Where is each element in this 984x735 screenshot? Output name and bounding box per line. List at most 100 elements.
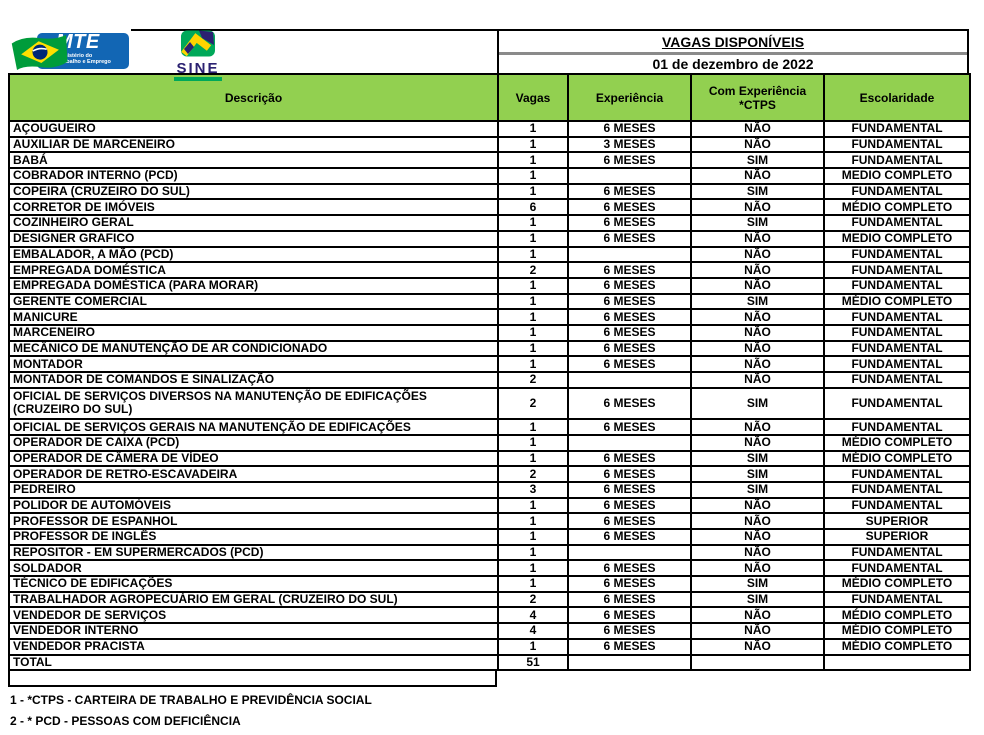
cell-esc: FUNDAMENTAL — [823, 559, 971, 578]
cell-esc: SUPERIOR — [823, 528, 971, 546]
cell-exp: 6 MESES — [567, 512, 692, 530]
cell-exp: 6 MESES — [567, 559, 692, 578]
cell-exp: 6 MESES — [567, 292, 692, 311]
cell-desc: COBRADOR INTERNO (PCD) — [8, 167, 499, 185]
cell-desc: OPERADOR DE CAIXA (PCD) — [8, 433, 499, 452]
table-row: MONTADOR 1 6 MESES NÃO FUNDAMENTAL — [8, 355, 971, 373]
cell-esc: FUNDAMENTAL — [823, 355, 971, 373]
cell-vagas: 2 — [497, 386, 569, 421]
cell-desc: GERENTE COMERCIAL — [8, 292, 499, 311]
mte-wordmark: MTE — [56, 31, 100, 53]
cell-esc: FUNDAMENTAL — [823, 590, 971, 609]
cell-exp: 6 MESES — [567, 575, 692, 593]
cell-ctps: NÃO — [690, 198, 825, 217]
cell-vagas: 1 — [497, 167, 569, 185]
column-header-vagas: Vagas — [497, 73, 569, 122]
cell-desc: MARCENEIRO — [8, 323, 499, 342]
cell-desc: EMBALADOR, A MÃO (PCD) — [8, 245, 499, 264]
cell-exp: 6 MESES — [567, 480, 692, 499]
cell-vagas: 6 — [497, 198, 569, 217]
table-row: EMBALADOR, A MÃO (PCD) 1 NÃO FUNDAMENTAL — [8, 245, 971, 264]
table-row: VENDEDOR INTERNO 4 6 MESES NÃO MÉDIO COMPLET… — [8, 622, 971, 640]
table-row: MECÂNICO DE MANUTENÇÃO DE AR CONDICIONAD… — [8, 339, 971, 358]
jobs-tbody: AÇOUGUEIRO 1 6 MESES NÃO FUNDAMENTAL AUXILIAR… — [8, 120, 971, 656]
cell-ctps: NÃO — [690, 606, 825, 625]
column-header-descricao: Descrição — [8, 73, 499, 122]
cell-exp: 6 MESES — [567, 276, 692, 295]
sine-wordmark: SINE — [176, 60, 220, 77]
cell-ctps: NÃO — [690, 528, 825, 546]
empty-cell-box — [8, 671, 497, 688]
vacancies-table: Descrição Vagas Experiência Com Experiên… — [8, 73, 971, 672]
table-row: AUXILIAR DE MARCENEIRO 1 3 MESES NÃO FUNDAME… — [8, 135, 971, 154]
cell-vagas: 2 — [497, 261, 569, 279]
table-row: COZINHEIRO GERAL 1 6 MESES SIM FUNDAMENTAL — [8, 214, 971, 232]
cell-exp: 6 MESES — [567, 214, 692, 232]
cell-vagas: 1 — [497, 182, 569, 201]
cell-exp — [567, 167, 692, 185]
cell-ctps: SIM — [690, 214, 825, 232]
cell-ctps: NÃO — [690, 433, 825, 452]
cell-desc: SOLDADOR — [8, 559, 499, 578]
cell-exp: 6 MESES — [567, 308, 692, 326]
cell-exp: 6 MESES — [567, 151, 692, 170]
cell-ctps: NÃO — [690, 355, 825, 373]
cell-ctps: NÃO — [690, 512, 825, 530]
cell-desc: TRABALHADOR AGROPECUÁRIO EM GERAL (CRUZE… — [8, 590, 499, 609]
cell-exp: 3 MESES — [567, 135, 692, 154]
table-row: OFICIAL DE SERVIÇOS GERAIS NA MANUTENÇÃO… — [8, 418, 971, 436]
total-empty-esc-cell — [823, 653, 971, 672]
cell-vagas: 1 — [497, 575, 569, 593]
column-header-row: Descrição Vagas Experiência Com Experiên… — [8, 73, 971, 122]
cell-esc: MÉDIO COMPLETO — [823, 637, 971, 656]
cell-desc: MONTADOR — [8, 355, 499, 373]
total-value-cell: 51 — [497, 653, 569, 672]
table-row: BABÁ 1 6 MESES SIM FUNDAMENTAL — [8, 151, 971, 170]
cell-ctps: SIM — [690, 590, 825, 609]
cell-desc: POLIDOR DE AUTOMÓVEIS — [8, 496, 499, 515]
cell-ctps: NÃO — [690, 229, 825, 248]
table-row: OFICIAL DE SERVIÇOS DIVERSOS NA MANUTENÇ… — [8, 386, 971, 421]
page-title: VAGAS DISPONÍVEIS — [499, 31, 967, 55]
cell-ctps: NÃO — [690, 371, 825, 389]
cell-vagas: 1 — [497, 496, 569, 515]
mte-subtitle: Ministério do Trabalho e Emprego — [58, 53, 111, 65]
cell-desc: VENDEDOR DE SERVIÇOS — [8, 606, 499, 625]
cell-esc: FUNDAMENTAL — [823, 339, 971, 358]
table-row: POLIDOR DE AUTOMÓVEIS 1 6 MESES NÃO FUNDAMEN… — [8, 496, 971, 515]
table-row: MONTADOR DE COMANDOS E SINALIZAÇÃO 2 NÃO FU… — [8, 371, 971, 389]
cell-desc: MANICURE — [8, 308, 499, 326]
total-empty-exp-cell — [567, 653, 692, 672]
total-empty-ctps-cell — [690, 653, 825, 672]
cell-esc: FUNDAMENTAL — [823, 543, 971, 562]
cell-ctps: NÃO — [690, 276, 825, 295]
cell-vagas: 2 — [497, 590, 569, 609]
cell-exp: 6 MESES — [567, 449, 692, 468]
table-row: VENDEDOR DE SERVIÇOS 4 6 MESES NÃO MÉDIO COM… — [8, 606, 971, 625]
cell-exp: 6 MESES — [567, 198, 692, 217]
cell-esc: FUNDAMENTAL — [823, 120, 971, 138]
cell-ctps: NÃO — [690, 135, 825, 154]
cell-esc: FUNDAMENTAL — [823, 418, 971, 436]
cell-vagas: 1 — [497, 229, 569, 248]
cell-ctps: NÃO — [690, 308, 825, 326]
cell-ctps: SIM — [690, 151, 825, 170]
cell-esc: FUNDAMENTAL — [823, 386, 971, 421]
cell-exp: 6 MESES — [567, 496, 692, 515]
cell-vagas: 1 — [497, 323, 569, 342]
cell-desc: DESIGNER GRAFICO — [8, 229, 499, 248]
column-header-experiencia: Experiência — [567, 73, 692, 122]
vacancy-bulletin: MTE Ministério do Trabalho e Emprego — [8, 29, 971, 735]
cell-vagas: 1 — [497, 559, 569, 578]
mte-logo: MTE Ministério do Trabalho e Emprego — [11, 31, 130, 71]
cell-vagas: 1 — [497, 512, 569, 530]
sine-logo: SINE — [166, 30, 230, 81]
cell-vagas: 2 — [497, 465, 569, 483]
cell-esc: FUNDAMENTAL — [823, 323, 971, 342]
table-row: MANICURE 1 6 MESES NÃO FUNDAMENTAL — [8, 308, 971, 326]
cell-esc: FUNDAMENTAL — [823, 371, 971, 389]
cell-ctps: NÃO — [690, 339, 825, 358]
cell-desc: OFICIAL DE SERVIÇOS DIVERSOS NA MANUTENÇ… — [8, 386, 499, 421]
cell-vagas: 1 — [497, 543, 569, 562]
cell-exp — [567, 543, 692, 562]
